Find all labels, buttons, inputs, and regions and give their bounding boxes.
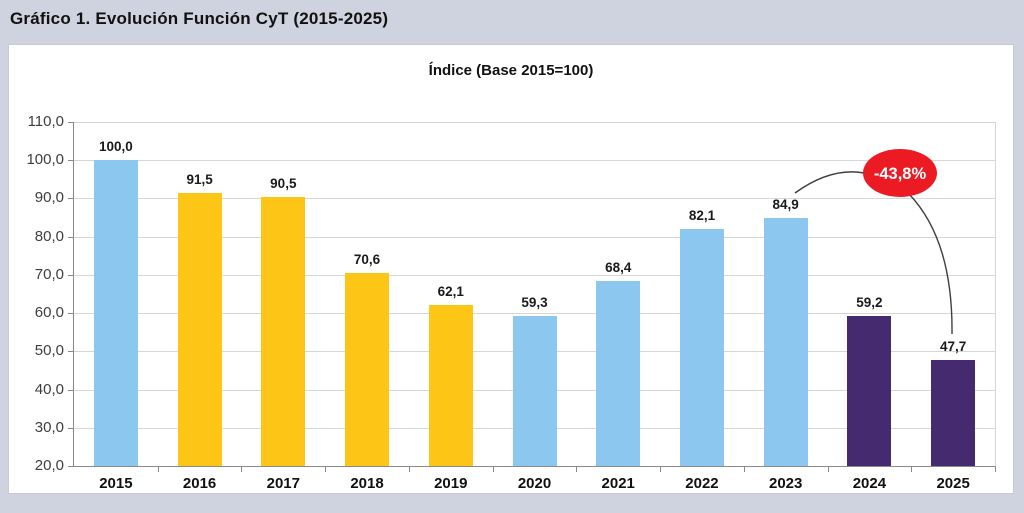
- gridline: [74, 274, 995, 276]
- bar-2020: [512, 315, 557, 466]
- gridline: [74, 122, 995, 123]
- bar-2019: [428, 305, 473, 466]
- bar-2021: [596, 281, 641, 466]
- chart-figure-title: Gráfico 1. Evolución Función CyT (2015-2…: [10, 9, 389, 28]
- y-axis-tick: [68, 313, 74, 315]
- bar-value-label: 62,1: [437, 284, 464, 300]
- x-axis-label-2024: 2024: [852, 475, 887, 492]
- y-axis-tick: [68, 466, 74, 467]
- bar-value-label: 59,2: [856, 295, 883, 311]
- bar-value-label: 90,5: [270, 175, 297, 191]
- bar-2022: [679, 228, 724, 466]
- y-axis-label: 100,0: [26, 151, 64, 169]
- bar-value-label: 70,6: [353, 251, 381, 267]
- x-axis-label-2016: 2016: [182, 475, 217, 492]
- bar-2015: [93, 160, 138, 466]
- x-axis-tick: [660, 466, 662, 472]
- y-axis-tick: [68, 427, 74, 429]
- bar-2018: [345, 272, 390, 466]
- x-axis-tick: [492, 466, 494, 472]
- bar-2024: [847, 316, 892, 466]
- bar-value-label: 91,5: [186, 171, 213, 187]
- annotation-callout-oval: [863, 149, 937, 197]
- bar-2016: [177, 192, 222, 466]
- gridline: [74, 160, 995, 162]
- chart-container: Índice (Base 2015=100) 110,0 100,0 90,0 80,…: [8, 44, 1014, 494]
- x-axis-tick: [743, 466, 745, 472]
- x-axis-tick: [408, 466, 410, 472]
- y-axis-tick: [68, 389, 74, 391]
- annotation-callout-label: -43,8%: [874, 165, 927, 183]
- x-axis-label-2021: 2021: [601, 475, 635, 492]
- gridline: [74, 198, 995, 200]
- y-axis-tick: [68, 274, 74, 276]
- x-axis-label-2019: 2019: [434, 475, 468, 492]
- bar-value-label: 59,3: [521, 294, 548, 310]
- gridline: [74, 236, 995, 238]
- bar-2023: [763, 217, 808, 466]
- x-axis-label-2023: 2023: [768, 475, 803, 492]
- gridline: [74, 313, 995, 315]
- x-axis-label-2017: 2017: [266, 475, 300, 492]
- x-axis-label-2015: 2015: [99, 475, 133, 492]
- x-axis-tick: [241, 466, 243, 472]
- bar-value-label: 82,1: [688, 207, 716, 223]
- x-axis-tick: [827, 466, 829, 472]
- y-axis-label: 60,0: [34, 304, 64, 322]
- bar-value-label: 47,7: [939, 339, 967, 355]
- x-axis-label-2022: 2022: [685, 475, 719, 492]
- y-axis-label: 70,0: [34, 265, 64, 283]
- y-axis-label: 30,0: [34, 418, 64, 436]
- y-axis-tick: [68, 351, 74, 353]
- plot-area: 110,0 100,0 90,0 80,0 70,0 60,0 50,0 40,0 30,0 20…: [26, 113, 996, 492]
- y-axis-label: 110,0: [27, 113, 64, 130]
- x-axis-label-2020: 2020: [517, 475, 552, 492]
- bar-value-label: 100,0: [98, 139, 133, 155]
- x-axis-label-2018: 2018: [350, 475, 384, 492]
- y-axis-tick: [68, 122, 74, 123]
- x-axis-tick: [325, 466, 327, 472]
- annotation-line-from-2023: [794, 171, 865, 194]
- y-axis-tick: [68, 198, 74, 200]
- x-axis-tick: [911, 466, 913, 472]
- y-axis-tick: [68, 236, 74, 238]
- bar-value-label: 68,4: [605, 260, 632, 276]
- y-axis-label: 90,0: [34, 189, 64, 207]
- y-axis-label: 20,0: [34, 457, 64, 474]
- x-axis-label-2025: 2025: [936, 475, 970, 492]
- y-axis-label: 50,0: [34, 342, 64, 360]
- chart-subtitle: Índice (Base 2015=100): [428, 62, 594, 79]
- x-axis-tick: [157, 466, 159, 472]
- x-axis-tick: [995, 466, 996, 472]
- y-axis-label: 80,0: [34, 227, 64, 245]
- x-axis-tick: [576, 466, 578, 472]
- y-axis-tick: [68, 160, 74, 162]
- bar-2017: [261, 196, 306, 466]
- bar-value-label: 84,9: [772, 196, 799, 212]
- y-axis-label: 40,0: [34, 380, 64, 398]
- bar-2025: [931, 360, 976, 466]
